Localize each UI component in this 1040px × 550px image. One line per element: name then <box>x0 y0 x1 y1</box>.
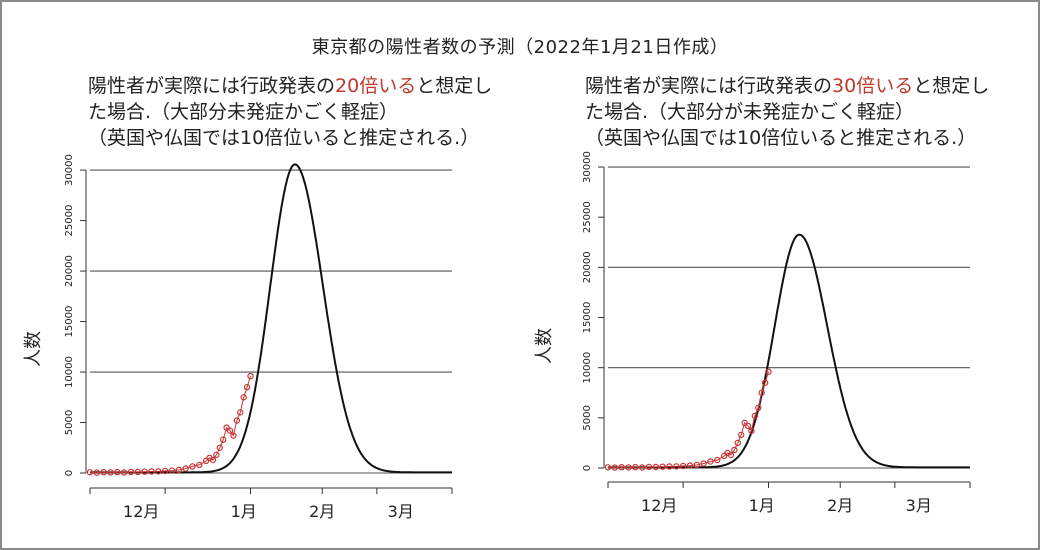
chart-right-ytick-label-5000: 5000 <box>582 405 593 430</box>
chart-right-month-label-1: 1月 <box>749 496 775 515</box>
chart-right-obs-line <box>607 371 769 469</box>
chart-right-obs-point-28 <box>758 389 765 396</box>
chart-left-subtitle-prefix: 陽性者が実際には行政発表の <box>88 75 336 97</box>
chart-left-obs-point-29 <box>243 383 251 391</box>
chart-left-month-label-3: 3月 <box>388 502 414 521</box>
chart-left-month-label-2: 2月 <box>309 502 335 521</box>
chart-right-obs-point-21 <box>734 439 741 447</box>
page-title: 東京都の陽性者数の予測（2022年1月21日作成） <box>311 37 729 58</box>
chart-left-subtitle-line2: た場合.（大部分未発症かごく軽症） <box>88 101 399 123</box>
chart-left-subtitle-highlight: 20倍いる <box>335 75 417 97</box>
chart-left-obs-point-22 <box>219 436 227 443</box>
chart-right-obs-point-29 <box>761 379 769 386</box>
chart-left-subtitle-suffix: と想定し <box>416 75 493 97</box>
chart-right-obs-point-16 <box>714 456 721 464</box>
chart-left-obs-line <box>89 375 251 474</box>
chart-left-subtitle: 陽性者が実際には行政発表の20倍いると想定し た場合.（大部分未発症かごく軽症）… <box>88 73 492 151</box>
chart-right-subtitle-prefix: 陽性者が実際には行政発表の <box>585 75 833 97</box>
chart-left-series-line <box>90 163 452 474</box>
chart-left-ytick-label-10000: 10000 <box>64 356 75 388</box>
chart-right-obs-point-20 <box>731 446 738 454</box>
chart-right-obs-point-24 <box>744 422 752 430</box>
chart-left-obs-point-14 <box>182 465 189 472</box>
chart-left-ytick-label-5000: 5000 <box>64 410 75 435</box>
chart-right-ytick-label-0: 0 <box>582 465 593 471</box>
chart-right-obs-point-25 <box>748 427 755 435</box>
chart-right-month-label-0: 12月 <box>641 496 677 515</box>
chart-left-month-label-0: 12月 <box>123 502 159 521</box>
chart-left-obs-point-15 <box>189 463 196 470</box>
chart-right-subtitle-line3: （英国や仏国では10倍位いると推定される.） <box>585 127 977 149</box>
chart-left-obs-point-16 <box>196 461 203 469</box>
chart-right-subtitle-highlight: 30倍いる <box>832 75 914 97</box>
chart-right-obs-point-19 <box>727 451 735 459</box>
chart-right-series-line <box>608 233 970 469</box>
chart-left-ytick-label-15000: 15000 <box>64 306 75 338</box>
chart-right-month-label-2: 2月 <box>827 496 853 515</box>
chart-right-obs-point-30 <box>765 368 772 375</box>
chart-right-obs-point-27 <box>755 404 762 412</box>
chart-left-obs-point-27 <box>237 409 244 416</box>
chart-right-subtitle: 陽性者が実際には行政発表の30倍いると想定し た場合.（大部分が未発症かごく軽症… <box>585 73 989 151</box>
chart-right-obs-point-14 <box>700 460 707 467</box>
chart-left-subtitle-line3: （英国や仏国では10倍位いると推定される.） <box>88 127 480 149</box>
chart-left-obs-point-21 <box>216 444 223 451</box>
chart-right-obs-point-15 <box>707 458 714 465</box>
chart-right-ytick-label-30000: 30000 <box>582 151 593 183</box>
chart-right-obs-point-26 <box>751 412 759 420</box>
chart-left-ytick-label-0: 0 <box>64 470 75 476</box>
chart-right-subtitle-suffix: と想定し <box>913 75 990 97</box>
chart-left-obs-point-19 <box>209 456 217 464</box>
chart-left-month-label-1: 1月 <box>231 502 257 521</box>
chart-left-obs-point-20 <box>213 451 220 459</box>
chart-right-ytick-label-25000: 25000 <box>582 201 593 233</box>
chart-right-ytick-label-15000: 15000 <box>582 302 593 334</box>
chart-left-obs-point-28 <box>240 394 247 401</box>
chart-left-obs-point-25 <box>230 432 237 439</box>
chart-left-obs-point-26 <box>233 417 241 424</box>
chart-left-obs-point-30 <box>247 372 254 380</box>
chart-right-ytick-label-20000: 20000 <box>582 251 593 283</box>
chart-right-month-label-3: 3月 <box>906 496 932 515</box>
chart-right-ytick-label-10000: 10000 <box>582 352 593 384</box>
chart-right-subtitle-line2: た場合.（大部分が未発症かごく軽症） <box>585 101 915 123</box>
chart-left-ytick-label-25000: 25000 <box>64 205 75 237</box>
chart-left-ytick-label-20000: 20000 <box>64 255 75 287</box>
chart-left-obs-point-24 <box>226 427 234 434</box>
chart-right-obs-point-22 <box>737 431 745 439</box>
chart-left-ytick-label-30000: 30000 <box>64 154 75 186</box>
